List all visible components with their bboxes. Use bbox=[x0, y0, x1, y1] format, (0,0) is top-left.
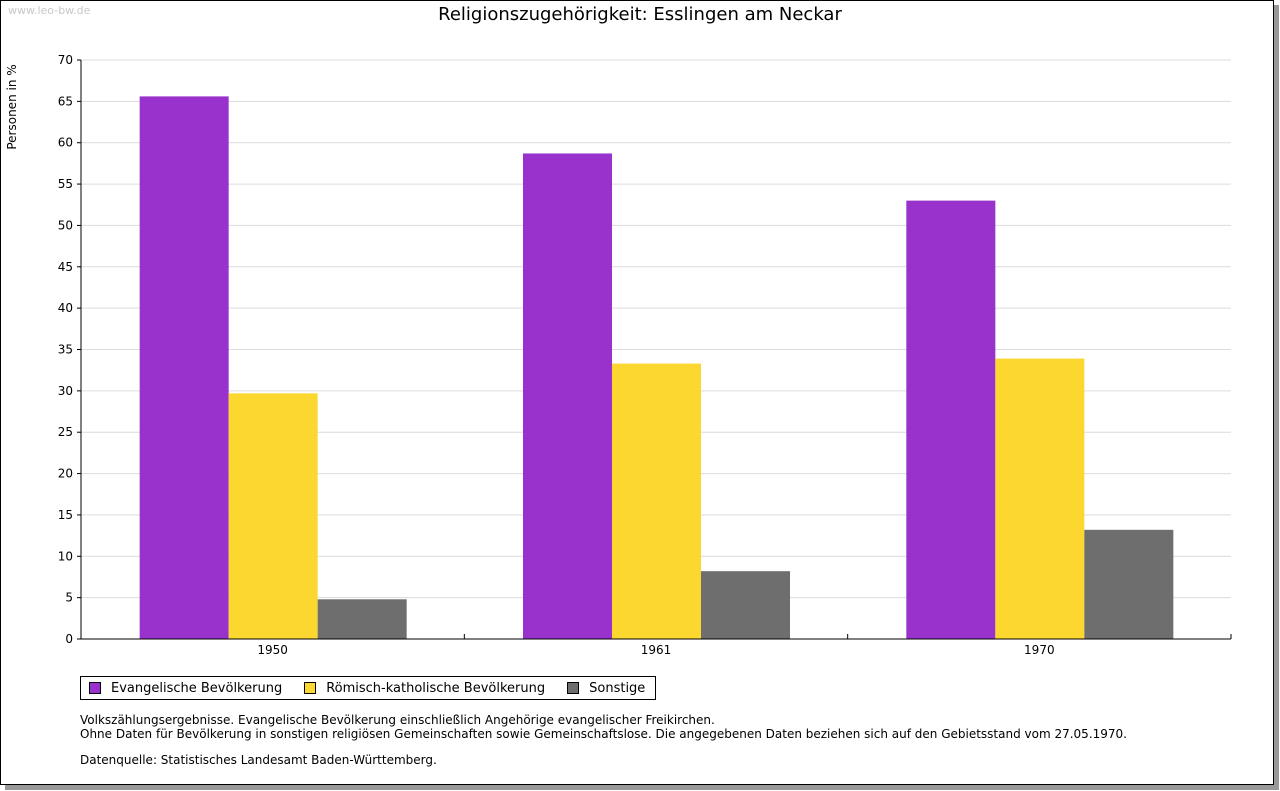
y-tick-label: 0 bbox=[65, 632, 73, 646]
y-axis-label: Personen in % bbox=[5, 64, 19, 149]
y-tick-label: 65 bbox=[58, 94, 73, 108]
chart-title: Religionszugehörigkeit: Esslingen am Nec… bbox=[438, 4, 842, 25]
legend-swatch bbox=[304, 682, 317, 694]
x-tick-label: 1970 bbox=[1024, 643, 1055, 657]
footnotes: Volkszählungsergebnisse. Evangelische Be… bbox=[80, 713, 1127, 767]
watermark: www.leo-bw.de bbox=[8, 4, 91, 17]
bars bbox=[139, 96, 1174, 639]
legend-swatch bbox=[567, 682, 580, 694]
y-tick-label: 10 bbox=[58, 549, 73, 563]
bar bbox=[228, 393, 318, 639]
bar bbox=[139, 96, 229, 639]
legend-label: Sonstige bbox=[589, 680, 646, 696]
y-tick-label: 45 bbox=[58, 260, 73, 274]
bar bbox=[701, 571, 790, 639]
bar bbox=[317, 599, 407, 639]
data-source: Datenquelle: Statistisches Landesamt Bad… bbox=[80, 753, 437, 767]
bar bbox=[1084, 529, 1174, 639]
x-tick-label: 1950 bbox=[257, 643, 288, 657]
y-tick-label: 35 bbox=[58, 343, 73, 357]
bar bbox=[906, 200, 996, 639]
legend-label: Römisch-katholische Bevölkerung bbox=[326, 680, 546, 696]
x-tick-label: 1961 bbox=[641, 643, 672, 657]
y-tick-label: 30 bbox=[58, 384, 73, 398]
y-tick-label: 40 bbox=[58, 301, 73, 315]
y-tick-label: 55 bbox=[58, 177, 73, 191]
legend-item-evangelisch: Evangelische Bevölkerung bbox=[89, 681, 282, 696]
footnote-line: Ohne Daten für Bevölkerung in sonstigen … bbox=[80, 727, 1127, 741]
y-tick-label: 20 bbox=[58, 467, 73, 481]
legend-item-katholisch: Römisch-katholische Bevölkerung bbox=[304, 681, 545, 696]
y-tick-label: 25 bbox=[58, 425, 73, 439]
bar bbox=[612, 363, 701, 639]
y-tick-label: 60 bbox=[58, 136, 73, 150]
bar bbox=[995, 358, 1085, 639]
y-tick-label: 5 bbox=[65, 591, 73, 605]
legend-swatch bbox=[89, 682, 101, 694]
y-tick-label: 70 bbox=[58, 53, 73, 67]
y-tick-label: 15 bbox=[58, 508, 73, 522]
axes: 0 5 10 15 20 25 30 35 40 45 50 55 60 65 70 1950 1961 1970 bbox=[58, 53, 1232, 657]
legend-label: Evangelische Bevölkerung bbox=[111, 680, 283, 696]
bar bbox=[523, 153, 612, 639]
legend-item-sonstige: Sonstige bbox=[567, 681, 645, 696]
y-tick-label: 50 bbox=[58, 218, 73, 232]
bar-chart: 0 5 10 15 20 25 30 35 40 45 50 55 60 65 70 1950 1961 1970… bbox=[5, 53, 1232, 657]
legend: Evangelische Bevölkerung Römisch-katholi… bbox=[80, 676, 657, 700]
footnote-line: Volkszählungsergebnisse. Evangelische Be… bbox=[80, 713, 715, 727]
